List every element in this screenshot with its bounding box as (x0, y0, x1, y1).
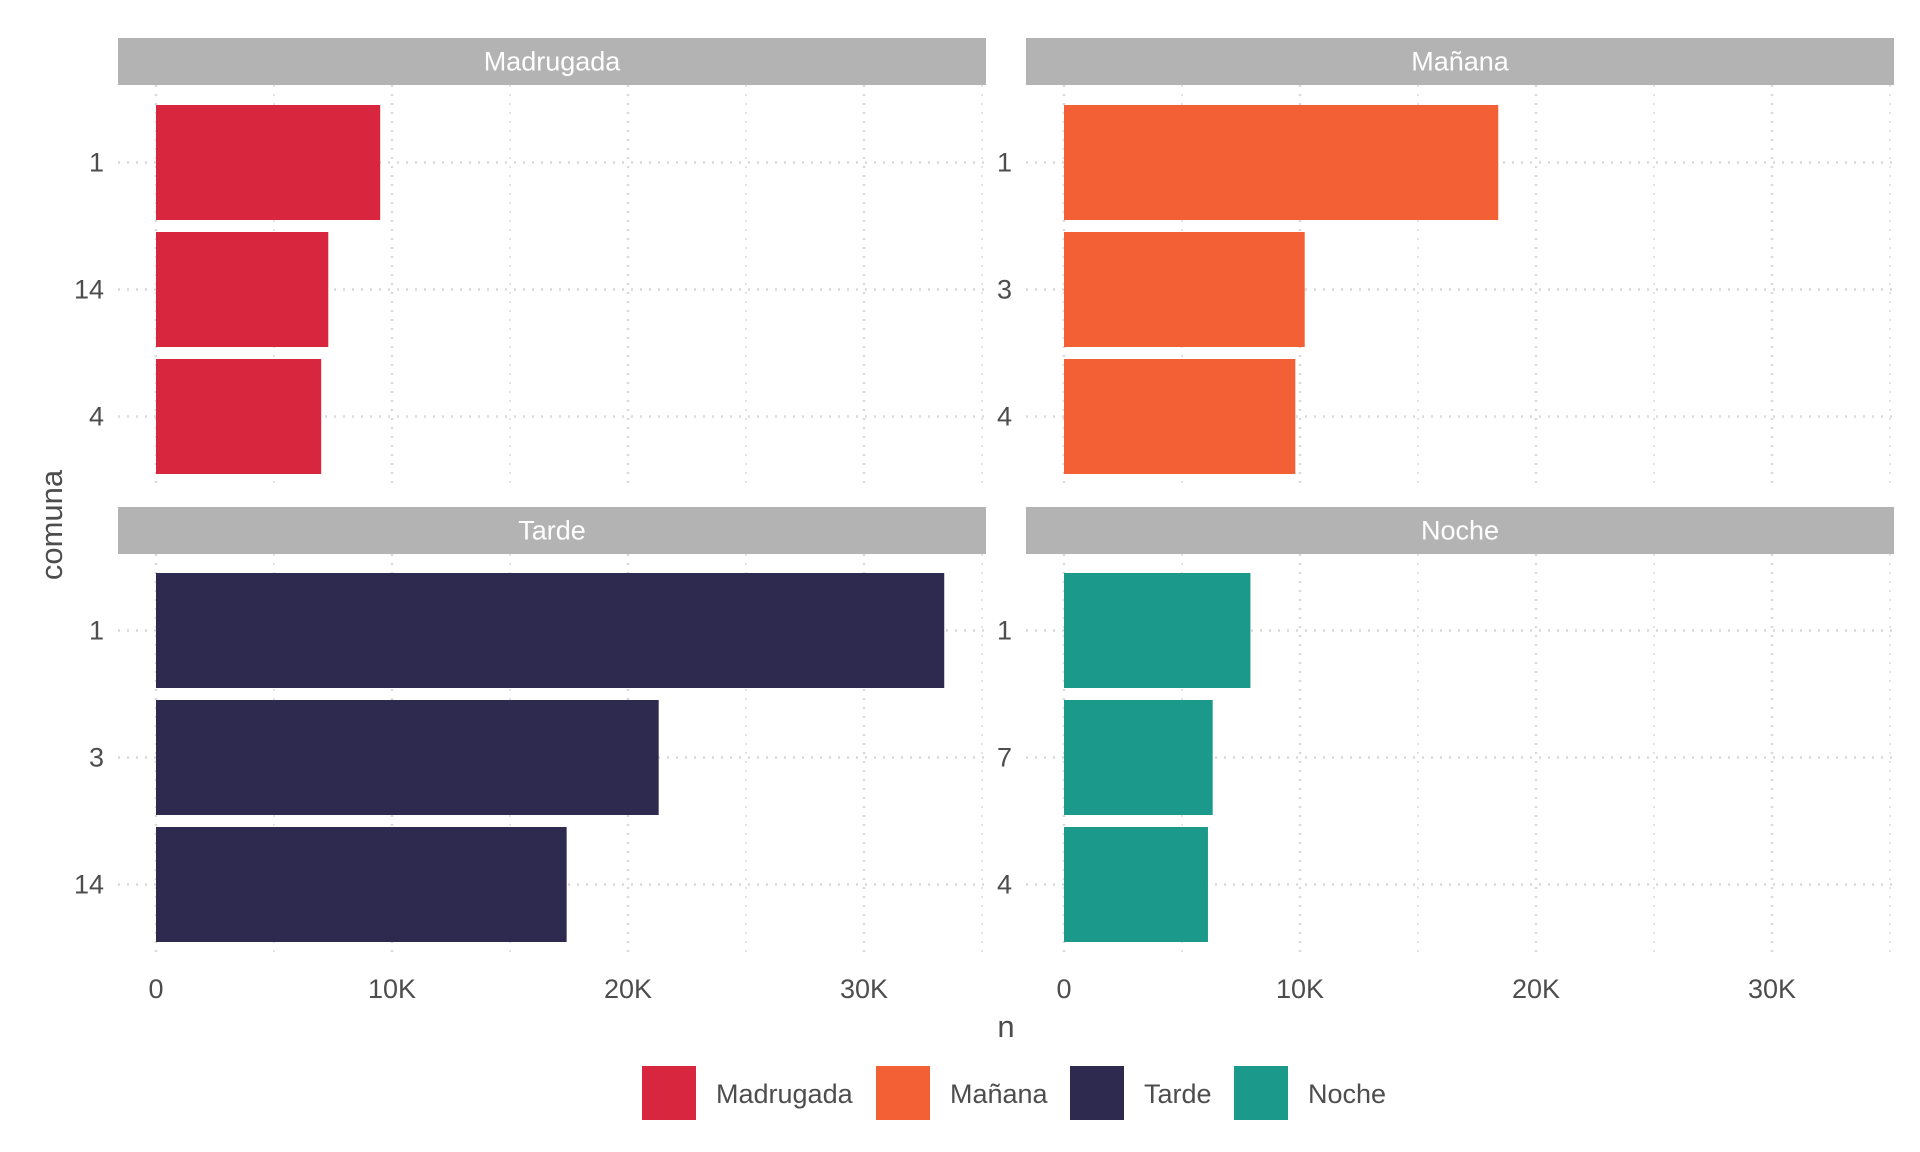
legend-label: Tarde (1144, 1079, 1212, 1109)
x-tick-label: 30K (1748, 974, 1796, 1004)
bar (1064, 700, 1213, 815)
bar (156, 573, 945, 688)
y-tick-label: 4 (997, 870, 1012, 900)
facet-strip-label: Madrugada (484, 47, 622, 77)
y-tick-label: 1 (997, 616, 1012, 646)
x-tick-label: 20K (1512, 974, 1560, 1004)
legend-swatch (1234, 1066, 1288, 1120)
y-tick-label: 14 (74, 870, 104, 900)
bar (1064, 573, 1251, 688)
bar (156, 700, 659, 815)
y-tick-label: 3 (89, 743, 104, 773)
x-axis-title: n (997, 1009, 1014, 1044)
bar (156, 232, 329, 347)
bar (1064, 232, 1305, 347)
x-tick-label: 10K (368, 974, 416, 1004)
x-tick-label: 30K (840, 974, 888, 1004)
bar (1064, 827, 1208, 942)
facet-strip-label: Noche (1421, 516, 1499, 546)
y-tick-label: 7 (997, 743, 1012, 773)
facet-strip-label: Tarde (518, 516, 586, 546)
y-axis-title: comuna (34, 469, 69, 580)
bar (156, 105, 381, 220)
bar (1064, 105, 1499, 220)
legend-swatch (1070, 1066, 1124, 1120)
legend-label: Noche (1308, 1079, 1386, 1109)
legend-label: Madrugada (716, 1079, 854, 1109)
y-tick-label: 1 (89, 616, 104, 646)
y-tick-label: 14 (74, 275, 104, 305)
y-tick-label: 3 (997, 275, 1012, 305)
legend-swatch (876, 1066, 930, 1120)
bar (156, 827, 567, 942)
legend-swatch (642, 1066, 696, 1120)
bar (1064, 359, 1296, 474)
x-tick-label: 0 (148, 974, 163, 1004)
bar (156, 359, 322, 474)
facet-strip (118, 38, 986, 85)
y-tick-label: 1 (997, 148, 1012, 178)
facet-strip (1026, 507, 1894, 554)
x-tick-label: 0 (1056, 974, 1071, 1004)
facet-strip-label: Mañana (1411, 47, 1510, 77)
legend-label: Mañana (950, 1079, 1049, 1109)
facet-strip (118, 507, 986, 554)
y-tick-label: 1 (89, 148, 104, 178)
y-tick-label: 4 (89, 402, 104, 432)
x-tick-label: 20K (604, 974, 652, 1004)
y-tick-label: 4 (997, 402, 1012, 432)
x-tick-label: 10K (1276, 974, 1324, 1004)
facet-strip (1026, 38, 1894, 85)
